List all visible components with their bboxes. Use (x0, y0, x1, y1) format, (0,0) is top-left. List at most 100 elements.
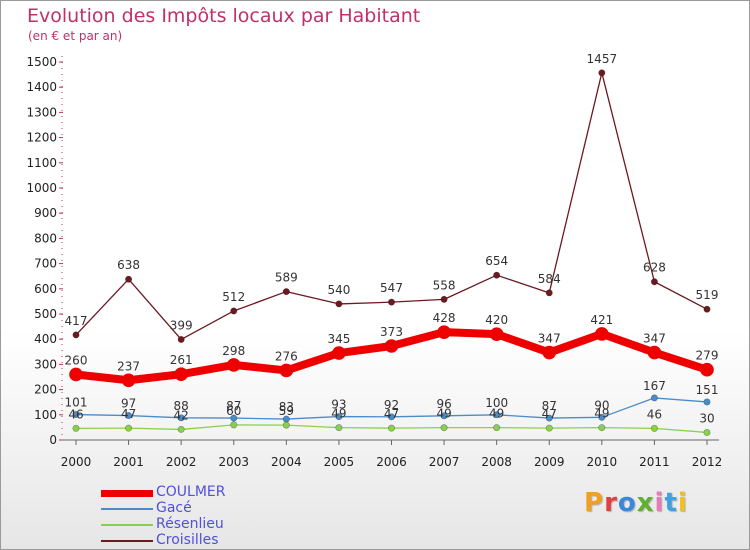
data-point-croisilles (545, 289, 553, 297)
data-label-resenlieu: 49 (594, 407, 609, 421)
data-label-coulmer: 276 (275, 349, 298, 363)
y-tick-label: 100 (34, 408, 57, 422)
data-point-coulmer (174, 367, 188, 382)
x-tick-label: 2010 (587, 455, 618, 469)
x-tick-label: 2005 (324, 455, 355, 469)
x-tick-label: 2009 (534, 455, 565, 469)
data-point-coulmer (542, 345, 557, 360)
legend-swatch (101, 540, 153, 542)
y-tick-label: 1200 (26, 131, 57, 145)
data-label-resenlieu: 60 (226, 404, 241, 418)
data-label-croisilles: 628 (643, 261, 666, 275)
data-point-croisilles (335, 300, 343, 308)
y-tick-label: 1100 (26, 156, 57, 170)
data-point-croisilles (282, 288, 290, 296)
data-point-resenlieu (335, 424, 343, 432)
data-point-croisilles (598, 69, 606, 77)
data-label-resenlieu: 30 (699, 411, 714, 425)
data-label-coulmer: 420 (485, 313, 508, 327)
x-tick-label: 2008 (481, 455, 512, 469)
data-label-croisilles: 540 (327, 283, 350, 297)
data-point-resenlieu (545, 424, 553, 432)
data-point-croisilles (493, 271, 501, 279)
data-label-resenlieu: 49 (436, 407, 451, 421)
legend-label: Gacé (156, 500, 192, 516)
data-label-gace: 101 (65, 396, 88, 410)
y-tick-label: 1300 (26, 105, 57, 119)
data-label-coulmer: 347 (538, 332, 561, 346)
data-label-coulmer: 261 (170, 353, 193, 367)
data-point-coulmer (595, 327, 609, 341)
data-point-coulmer (332, 346, 346, 360)
data-point-gace (493, 411, 501, 419)
data-label-croisilles: 547 (380, 281, 403, 295)
data-point-resenlieu (703, 428, 711, 436)
data-label-coulmer: 345 (327, 332, 350, 346)
data-label-resenlieu: 49 (331, 407, 346, 421)
data-point-resenlieu (650, 424, 658, 432)
data-label-gace: 92 (384, 398, 399, 412)
data-point-resenlieu (387, 424, 395, 432)
data-point-resenlieu (125, 424, 133, 432)
data-label-resenlieu: 59 (279, 404, 294, 418)
data-point-gace (335, 413, 343, 421)
data-point-resenlieu (493, 424, 501, 432)
x-tick-label: 2004 (271, 455, 302, 469)
y-tick-label: 1400 (26, 80, 57, 94)
data-label-croisilles: 512 (222, 290, 245, 304)
data-label-croisilles: 1457 (587, 52, 618, 66)
legend-label: Croisilles (156, 532, 219, 548)
data-label-croisilles: 417 (65, 314, 88, 328)
data-point-resenlieu (230, 421, 238, 429)
chart-subtitle: (en € et par an) (28, 29, 123, 43)
proxiti-logo: Proxiti (584, 488, 688, 518)
data-label-croisilles: 584 (538, 272, 561, 286)
logo-letter: r (604, 488, 618, 518)
data-label-gace: 100 (485, 396, 508, 410)
data-label-gace: 90 (594, 398, 609, 412)
data-label-coulmer: 373 (380, 325, 403, 339)
data-point-resenlieu (282, 421, 290, 429)
data-label-resenlieu: 49 (489, 407, 504, 421)
data-label-gace: 97 (121, 397, 136, 411)
logo-letter: i (677, 488, 688, 518)
data-label-croisilles: 399 (170, 318, 193, 332)
data-point-gace (545, 414, 553, 422)
data-label-croisilles: 638 (117, 258, 140, 272)
y-tick-label: 0 (49, 433, 57, 447)
data-point-coulmer (384, 339, 399, 353)
logo-letter: x (636, 488, 655, 518)
data-label-gace: 93 (331, 398, 346, 412)
data-label-resenlieu: 47 (121, 407, 136, 421)
y-tick-label: 800 (34, 231, 57, 245)
data-label-resenlieu: 46 (647, 407, 662, 421)
data-point-coulmer (489, 327, 504, 341)
data-point-coulmer (437, 325, 451, 339)
data-point-croisilles (230, 307, 238, 315)
data-label-resenlieu: 47 (384, 407, 399, 421)
data-point-croisilles (387, 298, 395, 306)
data-label-gace: 167 (643, 379, 666, 393)
data-point-croisilles (72, 331, 80, 339)
data-label-croisilles: 654 (485, 254, 508, 268)
x-tick-label: 2006 (376, 455, 407, 469)
y-tick-label: 700 (34, 257, 57, 271)
y-tick-label: 600 (34, 282, 57, 296)
data-point-coulmer (279, 363, 294, 378)
data-label-resenlieu: 47 (542, 407, 557, 421)
data-label-coulmer: 421 (590, 313, 613, 327)
legend-label: Résenlieu (156, 516, 224, 532)
data-point-gace (387, 413, 395, 421)
data-point-resenlieu (72, 424, 80, 432)
data-label-coulmer: 237 (117, 359, 140, 373)
data-label-gace: 151 (696, 383, 719, 397)
data-point-gace (703, 398, 711, 406)
data-label-gace: 83 (279, 400, 294, 414)
data-point-croisilles (440, 295, 448, 303)
data-label-coulmer: 279 (696, 349, 719, 363)
x-tick-label: 2011 (639, 455, 670, 469)
x-tick-label: 2000 (61, 455, 92, 469)
legend-label: COULMER (156, 484, 226, 500)
data-point-gace (650, 394, 658, 402)
